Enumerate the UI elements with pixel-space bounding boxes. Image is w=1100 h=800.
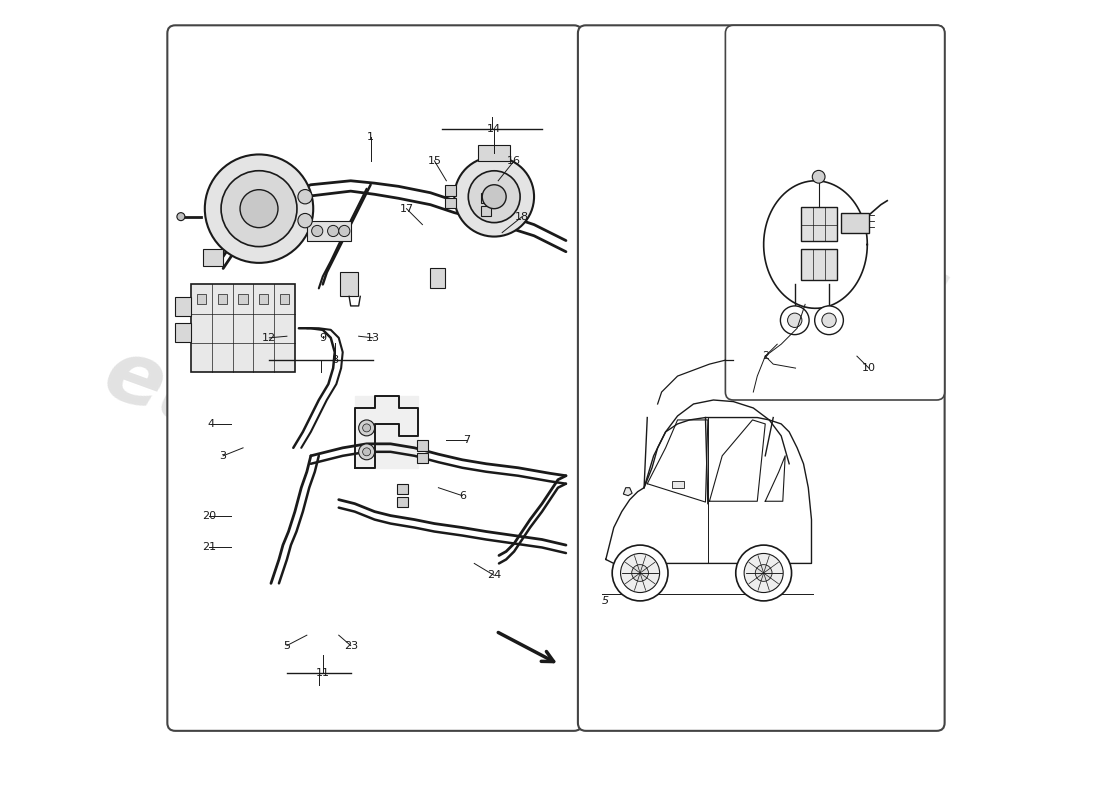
Text: 2: 2 bbox=[761, 351, 769, 361]
Text: 8: 8 bbox=[331, 355, 339, 365]
Text: 12: 12 bbox=[262, 333, 276, 343]
Text: 20: 20 bbox=[201, 510, 216, 521]
Circle shape bbox=[339, 226, 350, 237]
Circle shape bbox=[205, 154, 314, 263]
FancyBboxPatch shape bbox=[578, 26, 945, 731]
FancyBboxPatch shape bbox=[167, 26, 582, 731]
Circle shape bbox=[359, 444, 375, 460]
Bar bbox=[218, 294, 227, 304]
Circle shape bbox=[359, 420, 375, 436]
Bar bbox=[478, 145, 510, 161]
Text: 5: 5 bbox=[284, 641, 290, 650]
Circle shape bbox=[631, 565, 649, 582]
Bar bbox=[175, 323, 191, 342]
Bar bbox=[279, 294, 289, 304]
Circle shape bbox=[177, 213, 185, 221]
Text: 14: 14 bbox=[487, 124, 502, 134]
Circle shape bbox=[812, 170, 825, 183]
Circle shape bbox=[822, 313, 836, 327]
Bar bbox=[481, 206, 492, 216]
Polygon shape bbox=[354, 396, 418, 468]
Text: 23: 23 bbox=[343, 641, 358, 650]
Bar bbox=[239, 294, 248, 304]
Bar bbox=[340, 273, 358, 296]
Circle shape bbox=[240, 190, 278, 228]
Text: a passion for parts since 1985: a passion for parts since 1985 bbox=[191, 487, 535, 632]
Bar bbox=[260, 294, 268, 304]
Text: 17: 17 bbox=[399, 204, 414, 214]
Circle shape bbox=[815, 306, 844, 334]
Bar bbox=[430, 269, 444, 288]
Text: 15: 15 bbox=[428, 156, 441, 166]
Bar bbox=[672, 482, 684, 488]
Text: 9: 9 bbox=[319, 333, 327, 343]
Circle shape bbox=[298, 214, 312, 228]
Bar bbox=[481, 193, 492, 203]
Text: 18: 18 bbox=[515, 212, 529, 222]
Bar bbox=[175, 297, 191, 316]
Text: 3: 3 bbox=[220, 451, 227, 461]
Bar bbox=[842, 213, 869, 233]
Text: 11: 11 bbox=[316, 668, 330, 678]
Text: 21: 21 bbox=[201, 542, 216, 553]
Bar bbox=[191, 285, 295, 372]
Bar bbox=[197, 294, 207, 304]
Circle shape bbox=[788, 313, 802, 327]
Circle shape bbox=[363, 448, 371, 456]
Circle shape bbox=[613, 545, 668, 601]
Circle shape bbox=[620, 554, 660, 593]
Bar bbox=[446, 185, 455, 195]
Bar bbox=[417, 453, 428, 463]
Bar bbox=[801, 207, 837, 241]
Text: 10: 10 bbox=[862, 363, 876, 373]
Circle shape bbox=[454, 157, 535, 237]
Text: eurospares: eurospares bbox=[92, 332, 632, 596]
Text: 16: 16 bbox=[507, 156, 521, 166]
Text: 13: 13 bbox=[366, 333, 379, 343]
Text: 24: 24 bbox=[487, 570, 502, 580]
Circle shape bbox=[780, 306, 810, 334]
Text: a passion for parts since 1985: a passion for parts since 1985 bbox=[627, 242, 888, 351]
Bar bbox=[801, 249, 837, 281]
FancyBboxPatch shape bbox=[725, 26, 945, 400]
Circle shape bbox=[298, 190, 312, 204]
Text: eurospares: eurospares bbox=[557, 126, 958, 323]
Circle shape bbox=[311, 226, 322, 237]
Circle shape bbox=[756, 565, 772, 582]
Circle shape bbox=[744, 554, 783, 593]
Circle shape bbox=[221, 170, 297, 246]
Circle shape bbox=[363, 424, 371, 432]
Circle shape bbox=[469, 170, 520, 222]
Bar bbox=[446, 198, 455, 208]
Text: 6: 6 bbox=[459, 490, 465, 501]
Text: 1: 1 bbox=[367, 132, 374, 142]
Circle shape bbox=[328, 226, 339, 237]
Circle shape bbox=[736, 545, 792, 601]
Bar bbox=[307, 221, 351, 241]
Bar bbox=[397, 484, 408, 494]
Bar bbox=[204, 249, 223, 266]
Bar bbox=[397, 497, 408, 507]
Text: 5: 5 bbox=[602, 596, 609, 606]
Polygon shape bbox=[624, 488, 632, 496]
Text: 4: 4 bbox=[208, 419, 214, 429]
Text: 7: 7 bbox=[463, 435, 470, 445]
Bar bbox=[417, 440, 428, 450]
Circle shape bbox=[482, 185, 506, 209]
